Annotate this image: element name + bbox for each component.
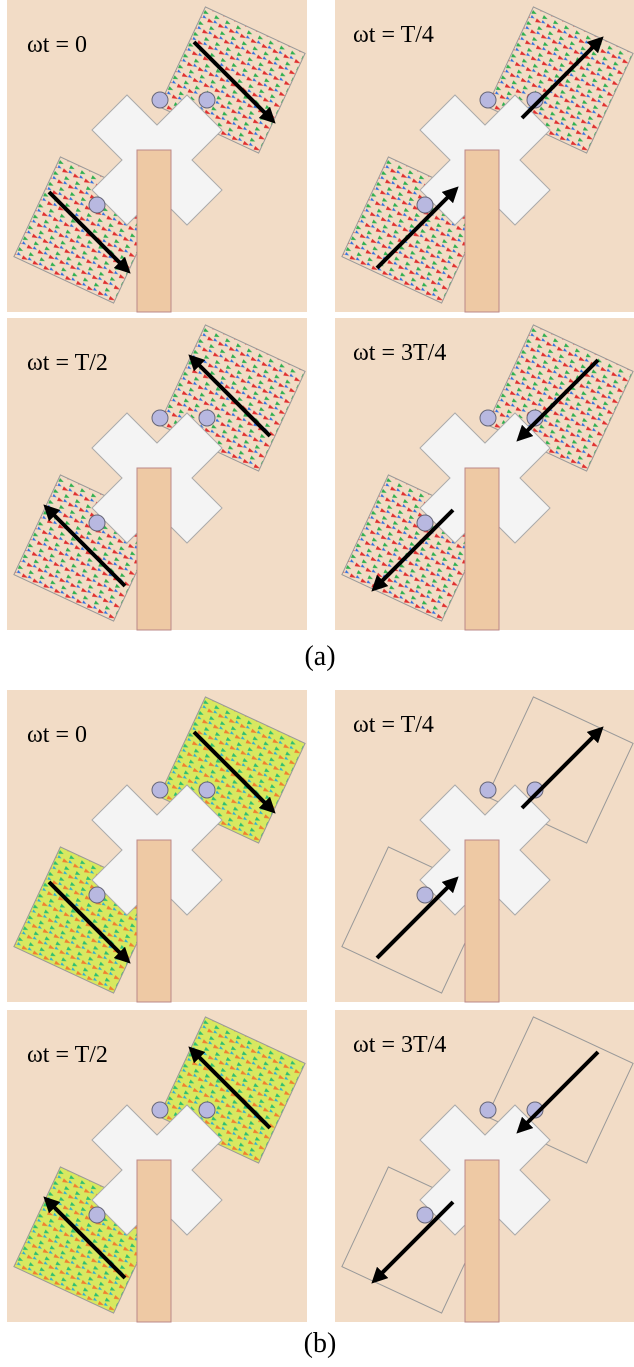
feed-line [137, 468, 171, 630]
figure: ωt = 0 ωt = T/4 ωt = T/2 ωt = 3T/4 ωt = 0 ωt … [0, 0, 634, 1367]
via [417, 887, 433, 903]
via [89, 197, 105, 213]
via [89, 515, 105, 531]
phase-label: ωt = 0 [27, 32, 87, 58]
via [417, 197, 433, 213]
via [89, 887, 105, 903]
panel: ωt = 3T/4 [335, 318, 634, 630]
via [199, 92, 215, 108]
phase-label: ωt = 3T/4 [353, 340, 446, 366]
via [152, 782, 168, 798]
via [199, 782, 215, 798]
feed-line [137, 1160, 171, 1322]
panel: ωt = T/4 [335, 0, 634, 312]
via [152, 92, 168, 108]
phase-label: ωt = T/4 [353, 22, 434, 48]
feed-line [137, 840, 171, 1002]
phase-label: ωt = T/4 [353, 712, 434, 738]
feed-line [465, 468, 499, 630]
via [480, 92, 496, 108]
panel: ωt = T/4 [335, 690, 634, 1002]
feed-line [137, 150, 171, 312]
panel: ωt = 0 [7, 690, 307, 1002]
via [152, 1102, 168, 1118]
via [199, 410, 215, 426]
via [480, 1102, 496, 1118]
via [152, 410, 168, 426]
panel: ωt = T/2 [7, 1010, 307, 1322]
phase-label: ωt = 0 [27, 722, 87, 748]
via [89, 1207, 105, 1223]
phase-label: ωt = 3T/4 [353, 1032, 446, 1058]
via [199, 1102, 215, 1118]
phase-label: ωt = T/2 [27, 1042, 108, 1068]
panel: ωt = 3T/4 [335, 1010, 634, 1322]
panel: ωt = T/2 [7, 318, 307, 630]
via [480, 782, 496, 798]
feed-line [465, 1160, 499, 1322]
via [417, 1207, 433, 1223]
via [417, 515, 433, 531]
feed-line [465, 150, 499, 312]
panel: ωt = 0 [7, 0, 307, 312]
caption: (b) [304, 1328, 337, 1359]
feed-line [465, 840, 499, 1002]
caption: (a) [304, 641, 335, 672]
via [480, 410, 496, 426]
phase-label: ωt = T/2 [27, 350, 108, 376]
